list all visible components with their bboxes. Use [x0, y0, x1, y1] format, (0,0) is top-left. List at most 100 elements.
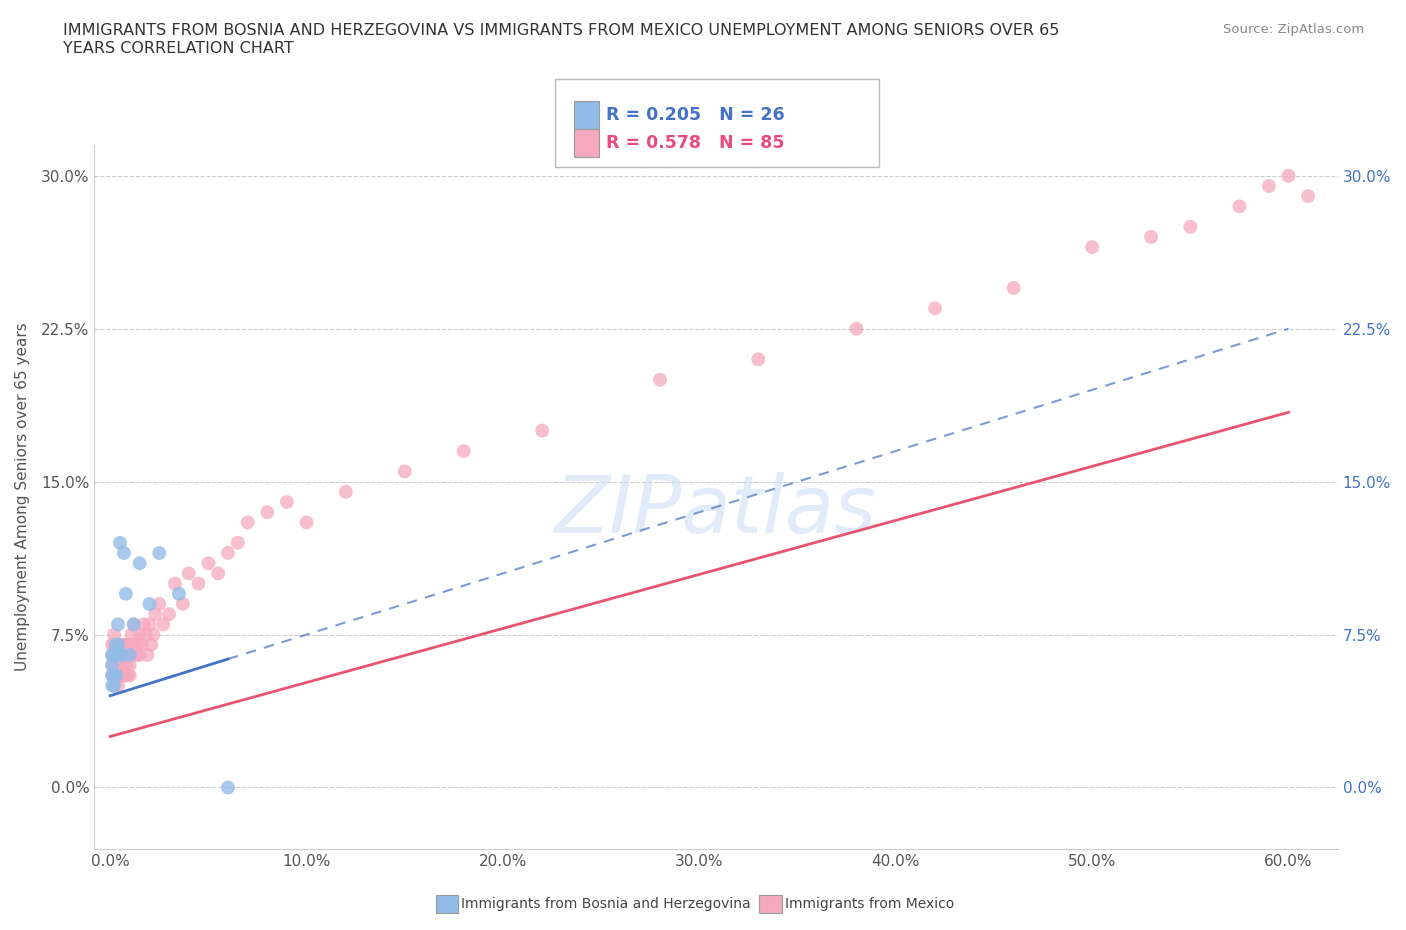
Text: R = 0.578   N = 85: R = 0.578 N = 85: [606, 134, 785, 152]
Point: [1081, 240, 1104, 255]
Point: [335, 485, 357, 499]
Point: [105, 658, 128, 672]
Point: [118, 668, 141, 683]
Point: [111, 647, 134, 662]
Point: [101, 637, 124, 652]
Point: [101, 678, 124, 693]
Point: [217, 546, 239, 561]
Point: [103, 678, 125, 693]
Text: Immigrants from Mexico: Immigrants from Mexico: [785, 897, 953, 911]
Point: [111, 658, 134, 672]
Point: [924, 301, 946, 316]
Point: [112, 658, 135, 672]
Point: [108, 647, 131, 662]
Point: [105, 668, 128, 683]
Point: [103, 647, 125, 662]
Point: [103, 627, 125, 642]
Point: [135, 627, 157, 642]
Point: [105, 647, 128, 662]
Point: [107, 637, 129, 652]
Point: [125, 647, 148, 662]
Point: [217, 780, 239, 795]
Point: [105, 637, 128, 652]
Point: [1180, 219, 1202, 234]
Point: [167, 586, 190, 601]
Point: [122, 637, 145, 652]
Text: ZIPatlas: ZIPatlas: [555, 472, 877, 550]
Point: [108, 658, 131, 672]
Point: [276, 495, 298, 510]
Point: [128, 627, 150, 642]
Point: [1257, 179, 1279, 193]
Point: [101, 668, 124, 683]
Point: [453, 444, 475, 458]
Point: [163, 576, 186, 591]
Point: [122, 617, 145, 631]
Point: [117, 647, 139, 662]
Point: [101, 668, 124, 683]
Point: [112, 647, 135, 662]
Point: [1296, 189, 1319, 204]
Point: [111, 637, 134, 652]
Point: [115, 668, 138, 683]
Point: [108, 668, 131, 683]
Point: [131, 637, 153, 652]
Point: [105, 668, 128, 683]
Point: [157, 606, 180, 621]
Point: [177, 566, 200, 581]
Point: [108, 637, 131, 652]
Point: [107, 678, 129, 693]
Text: Source: ZipAtlas.com: Source: ZipAtlas.com: [1223, 23, 1364, 36]
Point: [103, 668, 125, 683]
Point: [112, 668, 135, 683]
Point: [103, 647, 125, 662]
Point: [143, 606, 166, 621]
Point: [103, 637, 125, 652]
Point: [197, 556, 219, 571]
Point: [103, 678, 125, 693]
Text: Immigrants from Bosnia and Herzegovina: Immigrants from Bosnia and Herzegovina: [461, 897, 751, 911]
Point: [101, 647, 124, 662]
Point: [187, 576, 209, 591]
Point: [142, 627, 165, 642]
Point: [1140, 230, 1163, 245]
Point: [845, 321, 868, 336]
Point: [531, 423, 554, 438]
Point: [141, 637, 163, 652]
Point: [111, 647, 134, 662]
Text: R = 0.205   N = 26: R = 0.205 N = 26: [606, 106, 785, 125]
Point: [747, 352, 769, 366]
Y-axis label: Unemployment Among Seniors over 65 years: Unemployment Among Seniors over 65 years: [15, 323, 30, 671]
Point: [127, 637, 149, 652]
Point: [117, 668, 139, 683]
Point: [101, 647, 124, 662]
Point: [107, 668, 129, 683]
Point: [115, 658, 138, 672]
Point: [132, 617, 155, 631]
Point: [115, 586, 138, 601]
Point: [118, 637, 141, 652]
Point: [105, 647, 128, 662]
Point: [107, 647, 129, 662]
Point: [148, 546, 170, 561]
Point: [295, 515, 318, 530]
Point: [136, 647, 159, 662]
Point: [103, 668, 125, 683]
Point: [207, 566, 229, 581]
Point: [118, 647, 141, 662]
Point: [226, 536, 249, 551]
Point: [128, 556, 150, 571]
Point: [118, 658, 141, 672]
Point: [648, 372, 671, 387]
Point: [394, 464, 416, 479]
Point: [148, 596, 170, 611]
Point: [107, 637, 129, 652]
Point: [101, 658, 124, 672]
Point: [121, 647, 143, 662]
Point: [107, 617, 129, 631]
Text: IMMIGRANTS FROM BOSNIA AND HERZEGOVINA VS IMMIGRANTS FROM MEXICO UNEMPLOYMENT AM: IMMIGRANTS FROM BOSNIA AND HERZEGOVINA V…: [63, 23, 1060, 56]
Point: [152, 617, 174, 631]
Point: [1277, 168, 1299, 183]
Point: [103, 647, 125, 662]
Point: [112, 546, 135, 561]
